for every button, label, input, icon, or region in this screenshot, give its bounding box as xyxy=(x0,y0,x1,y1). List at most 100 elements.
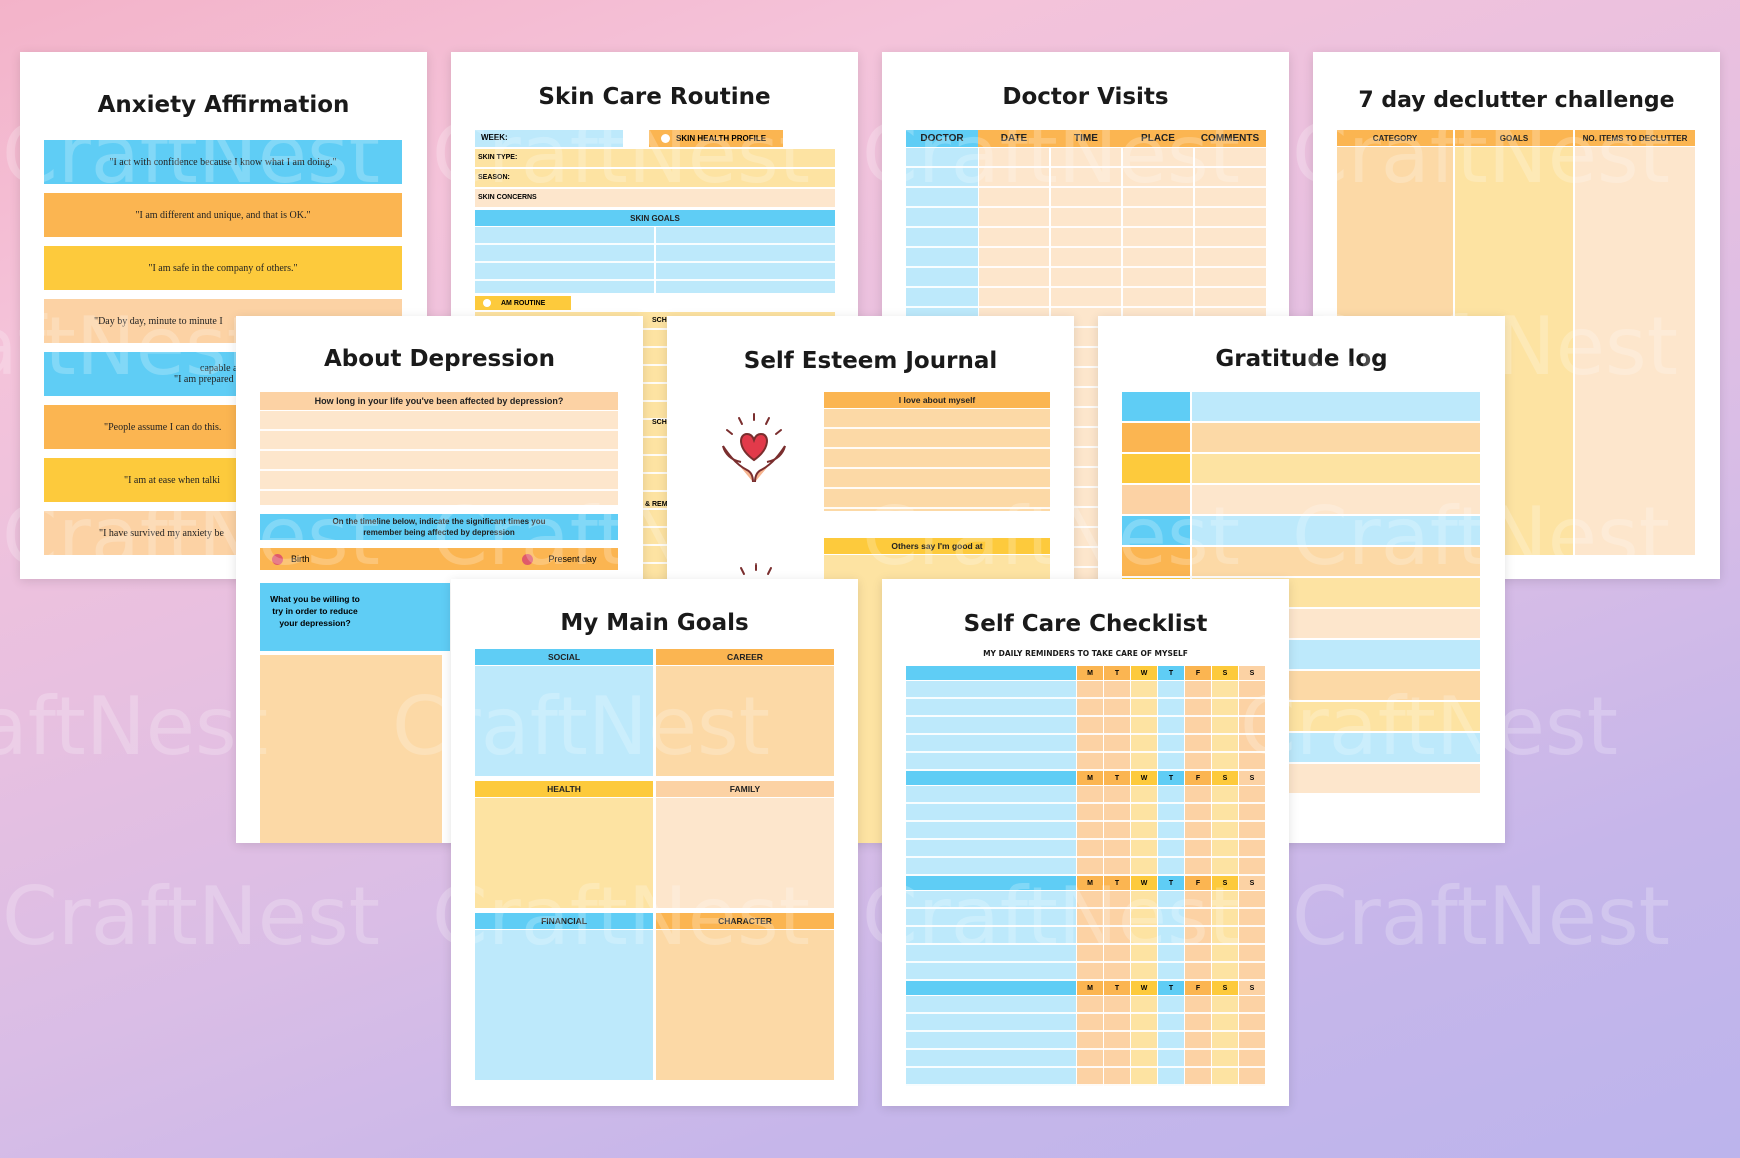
reminder-column xyxy=(906,876,1076,981)
gratitude-row xyxy=(1122,423,1480,452)
day-header: F xyxy=(1185,981,1211,995)
am-routine-label: AM ROUTINE xyxy=(501,299,546,307)
day-checkbox-cells[interactable] xyxy=(1158,786,1184,876)
page-title: About Depression xyxy=(324,346,555,372)
column-header: COMMENTS xyxy=(1194,130,1266,147)
day-checkbox-cells[interactable] xyxy=(1158,681,1184,771)
day-column: F xyxy=(1185,666,1211,771)
day-checkbox-cells[interactable] xyxy=(1131,681,1157,771)
season-row: SEASON: xyxy=(475,169,835,187)
page-title: 7 day declutter challenge xyxy=(1358,88,1675,113)
day-column: T xyxy=(1158,771,1184,876)
reminder-lines xyxy=(906,786,1076,876)
day-checkbox-cells[interactable] xyxy=(1212,996,1238,1086)
goal-header: SOCIAL xyxy=(475,649,653,665)
reminder-header xyxy=(906,876,1076,890)
affirmation-text: "People assume I can do this. xyxy=(104,421,222,433)
day-checkbox-cells[interactable] xyxy=(1239,891,1265,981)
anxiety-affirmation-page: Anxiety Affirmation "I act with confiden… xyxy=(20,52,427,579)
willing-question: What you be willing to try in order to r… xyxy=(270,594,360,628)
day-column: S xyxy=(1212,666,1238,771)
items-column xyxy=(1575,147,1695,555)
gratitude-row xyxy=(1122,454,1480,483)
column-header: DOCTOR xyxy=(906,130,978,147)
radio-icon xyxy=(483,299,491,307)
day-checkbox-cells[interactable] xyxy=(1239,996,1265,1086)
reminder-column xyxy=(906,771,1076,876)
day-header: M xyxy=(1077,876,1103,890)
reminder-lines xyxy=(906,681,1076,771)
week-row: WEEK: xyxy=(475,130,623,147)
day-checkbox-cells[interactable] xyxy=(1131,891,1157,981)
am-routine-badge: AM ROUTINE xyxy=(475,296,571,310)
column-header: DATE xyxy=(978,130,1050,147)
day-checkbox-cells[interactable] xyxy=(1185,681,1211,771)
day-column: T xyxy=(1104,771,1130,876)
day-column: T xyxy=(1104,876,1130,981)
day-checkbox-cells[interactable] xyxy=(1104,786,1130,876)
day-checkbox-cells[interactable] xyxy=(1212,786,1238,876)
my-main-goals-page: My Main Goals SOCIAL CAREER HEALTH FAMIL… xyxy=(451,579,858,1106)
day-column: T xyxy=(1104,981,1130,1086)
goal-header: CHARACTER xyxy=(656,913,834,929)
affirmation-item: "I am different and unique, and that is … xyxy=(44,193,402,237)
day-header: M xyxy=(1077,666,1103,680)
day-header: S xyxy=(1239,981,1265,995)
day-header: T xyxy=(1158,981,1184,995)
day-column: W xyxy=(1131,876,1157,981)
day-column: S xyxy=(1212,876,1238,981)
day-column: S xyxy=(1212,771,1238,876)
birth-label: Birth xyxy=(291,554,310,564)
family-area xyxy=(656,798,834,908)
day-checkbox-cells[interactable] xyxy=(1185,996,1211,1086)
page-title: Doctor Visits xyxy=(1002,84,1169,110)
day-column: W xyxy=(1131,666,1157,771)
day-checkbox-cells[interactable] xyxy=(1185,891,1211,981)
day-checkbox-cells[interactable] xyxy=(1077,681,1103,771)
reminder-lines xyxy=(906,996,1076,1086)
affirmation-text: "I am prepared and ready xyxy=(174,374,276,385)
radio-icon xyxy=(661,134,670,143)
willing-box: What you be willing to try in order to r… xyxy=(260,583,450,651)
day-column: M xyxy=(1077,876,1103,981)
day-header: T xyxy=(1158,771,1184,785)
day-column: F xyxy=(1185,981,1211,1086)
day-header: F xyxy=(1185,666,1211,680)
day-checkbox-cells[interactable] xyxy=(1077,786,1103,876)
gratitude-row xyxy=(1122,516,1480,545)
day-checkbox-cells[interactable] xyxy=(1077,891,1103,981)
day-checkbox-cells[interactable] xyxy=(1104,996,1130,1086)
season-label: SEASON: xyxy=(478,174,510,181)
heart-hands-icon xyxy=(722,413,786,483)
day-checkbox-cells[interactable] xyxy=(1131,996,1157,1086)
day-column: M xyxy=(1077,666,1103,771)
day-checkbox-cells[interactable] xyxy=(1239,681,1265,771)
day-checkbox-cells[interactable] xyxy=(1077,996,1103,1086)
day-checkbox-cells[interactable] xyxy=(1131,786,1157,876)
timeline-dot-icon xyxy=(521,553,533,565)
reminder-column xyxy=(906,666,1076,771)
day-checkbox-cells[interactable] xyxy=(1185,786,1211,876)
day-header: W xyxy=(1131,666,1157,680)
reminder-header xyxy=(906,981,1076,995)
day-header: W xyxy=(1131,981,1157,995)
day-checkbox-cells[interactable] xyxy=(1239,786,1265,876)
goal-header: FINANCIAL xyxy=(475,913,653,929)
day-header: S xyxy=(1239,666,1265,680)
day-checkbox-cells[interactable] xyxy=(1158,891,1184,981)
day-checkbox-cells[interactable] xyxy=(1158,996,1184,1086)
day-checkbox-cells[interactable] xyxy=(1104,891,1130,981)
day-checkbox-cells[interactable] xyxy=(1212,681,1238,771)
day-checkbox-cells[interactable] xyxy=(1212,891,1238,981)
watermark-text: CraftNest xyxy=(0,680,269,773)
column-header: NO. ITEMS TO DECLUTTER xyxy=(1575,130,1695,146)
day-column: M xyxy=(1077,771,1103,876)
watermark-text: CraftNest xyxy=(2,870,381,963)
goal-header: FAMILY xyxy=(656,781,834,797)
day-checkbox-cells[interactable] xyxy=(1104,681,1130,771)
affirmation-text: "Day by day, minute to minute I xyxy=(94,315,223,327)
timeline-bar: Birth Present day xyxy=(260,548,618,570)
answer-area xyxy=(260,411,618,505)
